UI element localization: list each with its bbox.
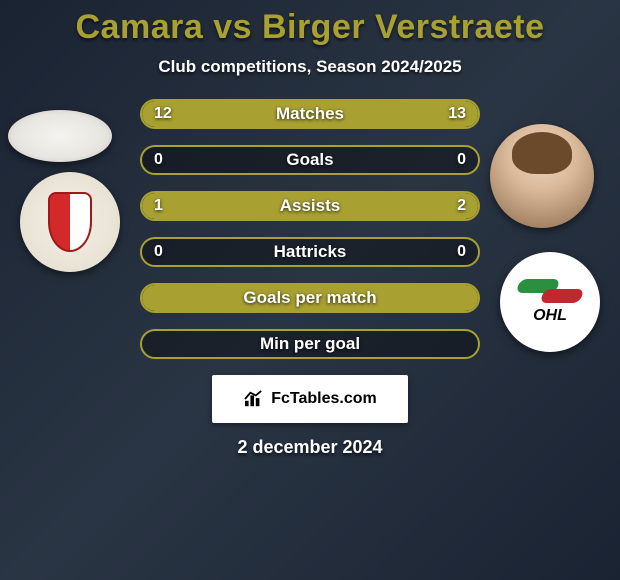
stat-label: Hattricks	[274, 242, 347, 262]
stat-row: Goals per match	[140, 283, 480, 313]
club-right-badge: OHL	[500, 252, 600, 352]
stat-row: 1 2 Assists	[140, 191, 480, 221]
stat-value-right: 13	[448, 105, 466, 123]
stat-value-right: 0	[457, 243, 466, 261]
stat-label: Min per goal	[260, 334, 360, 354]
club-left-shield-icon	[48, 192, 92, 252]
stat-row: 12 13 Matches	[140, 99, 480, 129]
club-left-badge	[20, 172, 120, 272]
stat-value-left: 12	[154, 105, 172, 123]
stat-value-right: 0	[457, 151, 466, 169]
page-title: Camara vs Birger Verstraete	[0, 8, 620, 47]
stat-value-right: 2	[457, 197, 466, 215]
branding-box: FcTables.com	[212, 375, 408, 423]
stat-row: 0 0 Hattricks	[140, 237, 480, 267]
stat-label: Goals per match	[243, 288, 376, 308]
stat-value-left: 1	[154, 197, 163, 215]
content-wrapper: Camara vs Birger Verstraete Club competi…	[0, 0, 620, 580]
stat-label: Goals	[286, 150, 333, 170]
stat-value-left: 0	[154, 243, 163, 261]
fctables-logo-icon	[243, 390, 265, 408]
stat-row: Min per goal	[140, 329, 480, 359]
player-left-avatar	[8, 110, 112, 162]
stat-row: 0 0 Goals	[140, 145, 480, 175]
stat-label: Matches	[276, 104, 344, 124]
branding-text: FcTables.com	[271, 390, 377, 408]
date-label: 2 december 2024	[0, 437, 620, 458]
club-right-label: OHL	[533, 307, 567, 325]
club-right-swoosh-icon	[518, 279, 582, 305]
stats-container: 1213Matches00Goals12Assists00HattricksGo…	[140, 99, 480, 359]
stat-value-left: 0	[154, 151, 163, 169]
subtitle: Club competitions, Season 2024/2025	[0, 57, 620, 77]
stat-label: Assists	[280, 196, 340, 216]
player-right-avatar	[490, 124, 594, 228]
